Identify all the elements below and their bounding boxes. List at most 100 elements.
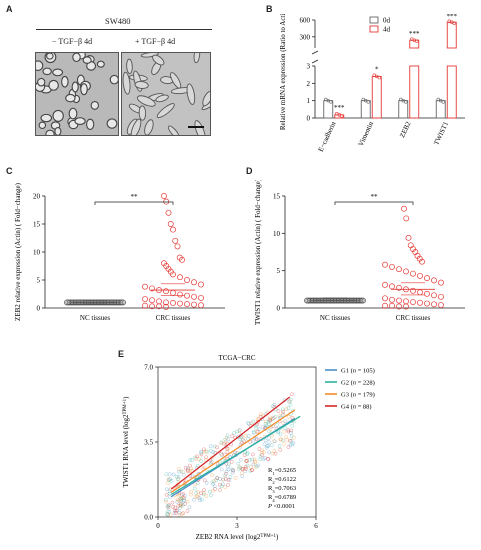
data-point bbox=[266, 440, 271, 444]
panel-label-d: D bbox=[246, 166, 253, 176]
y-tick-label: 0 bbox=[307, 115, 311, 123]
data-point bbox=[226, 477, 231, 482]
significance-mark: ** bbox=[371, 193, 379, 201]
data-point bbox=[417, 299, 423, 306]
data-point bbox=[221, 458, 225, 463]
data-point bbox=[266, 419, 271, 424]
cell-blob bbox=[82, 56, 92, 64]
data-point bbox=[282, 441, 286, 446]
data-point bbox=[186, 469, 190, 474]
spindle-cell bbox=[136, 95, 156, 107]
significance-mark: * bbox=[375, 65, 379, 73]
data-point bbox=[197, 457, 202, 462]
data-point bbox=[168, 513, 173, 517]
data-point bbox=[245, 452, 250, 456]
data-point bbox=[173, 511, 178, 515]
data-point bbox=[280, 407, 285, 412]
cell-blob bbox=[109, 74, 118, 85]
spindle-cell bbox=[156, 103, 175, 119]
data-point bbox=[187, 469, 192, 473]
bar-0d bbox=[323, 100, 334, 119]
data-point bbox=[142, 296, 148, 302]
y-tick-label: 20 bbox=[33, 193, 41, 201]
data-point bbox=[246, 433, 251, 438]
data-point bbox=[174, 243, 181, 250]
cell-blob bbox=[52, 68, 64, 77]
data-point bbox=[247, 458, 252, 462]
data-point bbox=[389, 302, 395, 309]
data-point bbox=[195, 481, 200, 486]
data-point bbox=[170, 271, 176, 278]
data-point bbox=[275, 430, 280, 435]
bar-0d bbox=[360, 100, 371, 119]
legend-swatch bbox=[369, 16, 379, 24]
chart-c: ZEB2 relative expression (Actin) ( Fold−… bbox=[14, 182, 225, 322]
data-point bbox=[164, 499, 168, 504]
data-point bbox=[255, 417, 260, 421]
data-point bbox=[165, 209, 172, 216]
significance-mark: *** bbox=[334, 104, 345, 112]
y-tick-label: 7.0 bbox=[144, 364, 153, 372]
data-point bbox=[382, 302, 388, 309]
spindle-cell bbox=[202, 90, 210, 107]
data-point bbox=[184, 277, 190, 283]
data-point bbox=[182, 496, 186, 500]
micrograph-untreated bbox=[35, 52, 119, 136]
data-point bbox=[290, 392, 294, 397]
data-point bbox=[405, 234, 412, 241]
data-point bbox=[201, 491, 206, 495]
legend-label: G1 (n = 105) bbox=[341, 368, 375, 375]
data-point bbox=[202, 478, 207, 483]
data-point bbox=[187, 505, 192, 510]
data-point bbox=[251, 430, 256, 434]
bar-point bbox=[452, 21, 456, 25]
data-point bbox=[250, 457, 254, 462]
data-point bbox=[419, 258, 425, 265]
data-point bbox=[221, 477, 225, 482]
panel-label-e: E bbox=[118, 349, 125, 359]
cell-blob bbox=[72, 53, 81, 63]
data-point bbox=[283, 426, 288, 431]
data-point bbox=[252, 457, 257, 462]
data-point bbox=[176, 474, 181, 479]
y-tick-label: 2 bbox=[307, 80, 311, 88]
y-tick-label: 0.0 bbox=[144, 514, 153, 522]
data-point bbox=[276, 409, 281, 413]
y-tick-label: 5 bbox=[37, 277, 41, 285]
cell-blob bbox=[74, 117, 86, 126]
data-point bbox=[204, 494, 209, 498]
data-point bbox=[403, 215, 410, 222]
x-tick-label: CRC tissues bbox=[156, 314, 191, 322]
data-point bbox=[407, 242, 414, 249]
data-point bbox=[174, 474, 179, 479]
data-point bbox=[286, 415, 291, 419]
data-point bbox=[170, 226, 176, 233]
data-point bbox=[281, 409, 286, 414]
data-point bbox=[396, 297, 402, 304]
y-axis-label: TWIST1 relative expression (Actin) ( Fol… bbox=[254, 180, 262, 325]
legend-label: G4 (n = 88) bbox=[341, 404, 372, 411]
data-point bbox=[177, 467, 181, 471]
data-point bbox=[396, 284, 402, 291]
data-point bbox=[275, 423, 280, 427]
data-point bbox=[270, 433, 275, 438]
data-point bbox=[164, 492, 169, 497]
data-point bbox=[167, 221, 174, 227]
data-point bbox=[226, 483, 230, 487]
data-point bbox=[198, 281, 204, 288]
x-tick-label: ZEB2 bbox=[398, 120, 413, 139]
data-point bbox=[278, 447, 283, 452]
data-point bbox=[281, 421, 286, 425]
data-point bbox=[161, 193, 167, 199]
data-point bbox=[177, 469, 181, 474]
data-point bbox=[438, 293, 444, 300]
data-point bbox=[403, 268, 409, 275]
data-point bbox=[281, 438, 285, 443]
cell-blob bbox=[40, 113, 53, 123]
data-point bbox=[230, 434, 235, 439]
data-point bbox=[410, 270, 416, 277]
chart-title: TCGA−CRC bbox=[218, 354, 255, 362]
data-point bbox=[171, 505, 176, 509]
data-point bbox=[262, 442, 267, 447]
fit-line-G2 bbox=[170, 415, 301, 496]
